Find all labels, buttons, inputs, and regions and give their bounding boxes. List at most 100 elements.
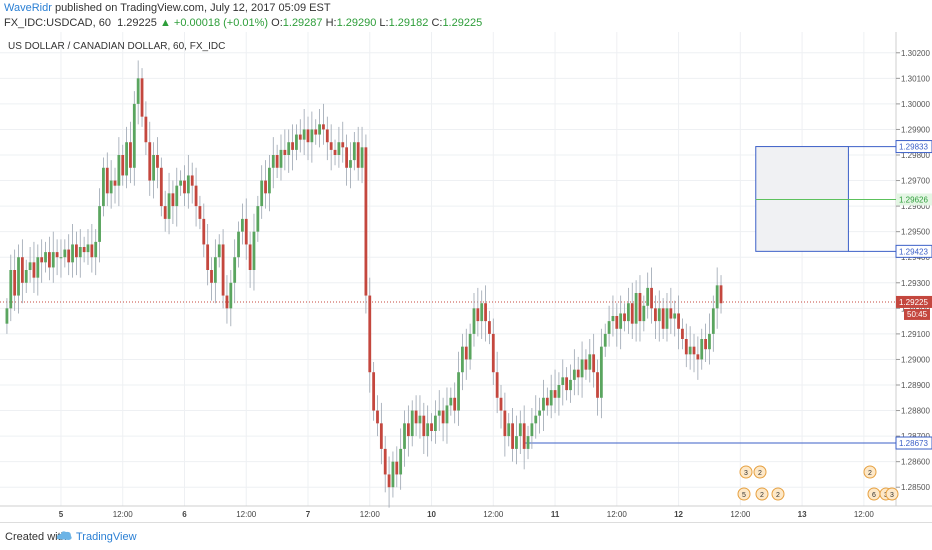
- candle-body: [248, 244, 252, 270]
- open-label: O:: [271, 17, 283, 29]
- candle-body: [190, 175, 194, 186]
- event-badge-icon[interactable]: [885, 487, 899, 501]
- candle-body: [264, 180, 267, 194]
- candle-body: [406, 423, 410, 437]
- candle-body: [82, 247, 86, 253]
- event-badges[interactable]: 325222633: [737, 465, 899, 501]
- candle-body: [225, 295, 229, 309]
- candle-body: [98, 206, 101, 242]
- candle-body: [78, 247, 82, 258]
- position-top-label-box: [895, 140, 932, 154]
- candle-body: [634, 293, 638, 324]
- candle-body: [638, 293, 642, 322]
- created-with-text: Created with: [5, 531, 67, 543]
- countdown-box: [904, 308, 930, 320]
- candle-body: [495, 372, 499, 398]
- candle-body: [291, 142, 294, 150]
- event-badge-icon[interactable]: [737, 487, 751, 501]
- candle-body: [665, 308, 669, 329]
- event-badge-icon[interactable]: [755, 487, 769, 501]
- candle-body: [704, 339, 707, 350]
- chart-header: WaveRidr published on TradingView.com, J…: [0, 0, 932, 32]
- tradingview-logo-icon: [56, 531, 72, 540]
- candle-body: [186, 175, 190, 194]
- candle-body: [515, 436, 518, 449]
- candle-body: [67, 249, 71, 263]
- candle-body: [700, 339, 704, 360]
- position-box[interactable]: [755, 146, 849, 252]
- candle-body: [13, 270, 17, 296]
- candle-body: [179, 180, 183, 186]
- drawing-layer[interactable]: [0, 146, 896, 444]
- candle-body: [322, 124, 325, 130]
- candle-body: [144, 116, 148, 143]
- candle-body: [302, 129, 306, 140]
- event-badge-icon[interactable]: [753, 465, 767, 479]
- time-axis[interactable]: 5 12:00 6 12:00 7 12:00 10 12:00 11 12:00 12 12:00 1…: [59, 510, 875, 519]
- price-tick-label: 1.28600: [901, 458, 930, 467]
- candle-body: [287, 142, 291, 155]
- candle-body: [410, 410, 414, 437]
- candle-body: [59, 257, 63, 259]
- time-tick-label: 10: [427, 510, 436, 519]
- event-badge-count: 2: [776, 492, 780, 499]
- candle-body: [572, 369, 576, 380]
- candle-body: [17, 257, 20, 296]
- position-mid-label-box: [896, 193, 932, 206]
- candle-body: [565, 377, 569, 391]
- event-badge-icon[interactable]: [739, 465, 753, 479]
- author-link[interactable]: WaveRidr: [4, 2, 52, 14]
- candle-body: [549, 390, 553, 406]
- price-tick-label: 1.28500: [901, 483, 930, 492]
- last-price-label: 1.29225: [899, 298, 928, 307]
- candle-body: [650, 287, 653, 309]
- price-tick-label: 1.29000: [901, 355, 930, 364]
- price-tick-label: 1.29700: [901, 177, 930, 186]
- price-chart[interactable]: 1.285001.286001.287001.288001.289001.290…: [0, 32, 932, 520]
- candle-body: [542, 397, 545, 411]
- candle-body: [9, 270, 13, 309]
- candle-body: [372, 372, 376, 411]
- price-tick-label: 1.29800: [901, 151, 930, 160]
- candle-body: [457, 372, 460, 411]
- tradingview-link[interactable]: TradingView: [76, 531, 137, 543]
- price-tick-label: 1.29500: [901, 228, 930, 237]
- candle-body: [403, 423, 406, 449]
- candle-body: [341, 142, 345, 148]
- candle-body: [198, 206, 202, 219]
- candle-body: [268, 167, 271, 194]
- candle-body: [488, 321, 491, 334]
- candle-body: [329, 142, 333, 150]
- candle-body: [20, 257, 24, 283]
- candle-body: [310, 129, 314, 143]
- time-tick-label: 12:00: [360, 510, 381, 519]
- candle-body: [395, 461, 399, 475]
- candle-body: [71, 244, 74, 263]
- candle-body: [24, 270, 28, 283]
- countdown-label: 50:45: [907, 310, 928, 319]
- candle-body: [90, 244, 94, 258]
- price-tick-label: 1.29600: [901, 202, 930, 211]
- candle-body: [522, 423, 526, 449]
- candle-body: [349, 160, 352, 168]
- event-badge-icon[interactable]: [863, 465, 877, 479]
- candle-body: [325, 129, 329, 143]
- candle-body: [538, 410, 542, 416]
- event-badge-icon[interactable]: [771, 487, 785, 501]
- price-tick-label: 1.29900: [901, 125, 930, 134]
- candle-body: [599, 346, 603, 398]
- position-bottom-label-box: [895, 244, 932, 258]
- candle-body: [210, 270, 213, 283]
- candle-body: [449, 397, 453, 406]
- candle-body: [592, 354, 596, 373]
- candle-body: [368, 295, 372, 373]
- candle-body: [507, 423, 511, 437]
- candle-body: [534, 415, 538, 424]
- price-tick-label: 1.30100: [901, 74, 930, 83]
- candle-body: [240, 218, 244, 232]
- time-tick-label: 12:00: [483, 510, 504, 519]
- chart-background: [0, 32, 932, 520]
- candle-body: [715, 285, 719, 309]
- change-value: +0.00018 (+0.01%): [173, 17, 269, 29]
- candle-body: [75, 244, 78, 258]
